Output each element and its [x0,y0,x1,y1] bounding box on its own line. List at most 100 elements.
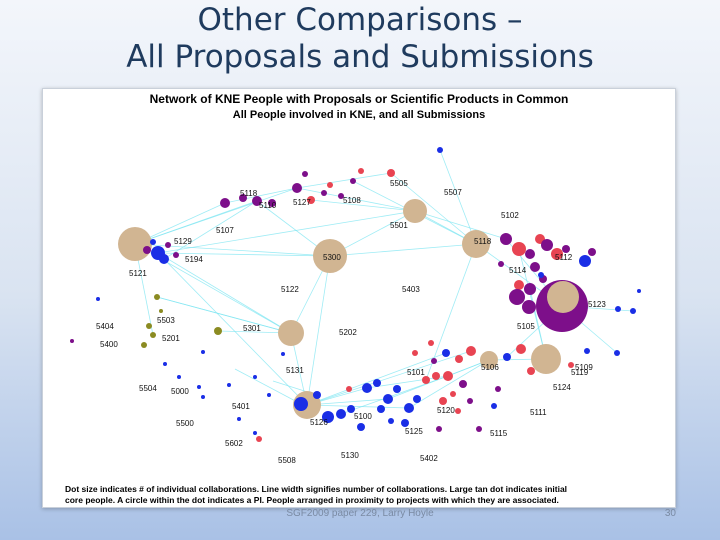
person-dot [637,289,641,293]
project-label: 5125 [405,427,423,436]
person-dot [432,372,440,380]
project-label: 5404 [96,322,114,331]
person-dot [197,385,201,389]
person-dot [514,280,524,290]
person-dot [442,349,450,357]
person-dot [467,398,473,404]
project-label: 5118 [240,189,258,198]
person-dot [491,403,497,409]
person-dot [292,183,302,193]
person-dot [584,348,590,354]
collaboration-edge [234,368,302,405]
person-dot [143,246,151,254]
figure-caption-line-2: core people. A circle within the dot ind… [65,495,559,505]
project-label: 5194 [185,255,203,264]
core-person-dot [531,344,561,374]
project-label: 5503 [157,316,175,325]
person-dot [551,248,563,260]
core-person-dot [118,227,152,261]
person-dot [401,419,409,427]
figure-caption-line-1: Dot size indicates # of individual colla… [65,484,567,494]
person-dot [141,342,147,348]
person-dot [220,198,230,208]
person-dot [431,358,437,364]
person-dot [214,327,222,335]
person-dot [256,436,262,442]
person-dot [302,171,308,177]
person-dot [437,147,443,153]
project-label: 5508 [278,456,296,465]
collaboration-edge [408,359,490,409]
project-label: 5115 [490,429,508,438]
network-diagram: Network of KNE People with Proposals or … [65,92,641,505]
project-label: 5119 [571,368,589,377]
project-label: 5507 [444,188,462,197]
person-dot [163,362,167,366]
person-dot [150,239,156,245]
collaboration-edge [306,404,410,409]
core-person-dot [547,281,579,313]
collaboration-edge [134,187,298,245]
collaboration-edge [296,187,416,212]
project-label: 5301 [243,324,261,333]
project-label: 5101 [407,368,425,377]
person-dot [267,393,271,397]
person-dot [455,355,463,363]
collaboration-edge [340,375,449,415]
network-figure: Network of KNE People with Proposals or … [42,88,676,508]
person-dot [321,190,327,196]
person-dot [327,182,333,188]
person-dot [253,431,257,435]
person-dot [281,352,285,356]
person-dot [579,255,591,267]
project-label: 5602 [225,439,243,448]
core-person-dot [313,239,347,273]
figure-title-line-1: Network of KNE People with Proposals or … [150,92,569,106]
collaboration-edge [224,187,298,204]
project-label: 5129 [174,237,192,246]
slide-title-line-1: Other Comparisons – [197,2,523,38]
person-dot [615,306,621,312]
person-dot [439,397,447,405]
person-dot [336,409,346,419]
project-label: 5105 [517,322,535,331]
person-dot [268,199,276,207]
person-dot [422,376,430,384]
person-dot [522,300,536,314]
person-dot [346,386,352,392]
person-dot [357,423,365,431]
project-label: 5102 [501,211,519,220]
person-dot [383,394,393,404]
project-label: 5300 [323,253,341,262]
person-dot [173,252,179,258]
project-label: 5120 [437,406,455,415]
person-dot [338,193,344,199]
project-label: 5118 [474,237,492,246]
person-dot [538,272,544,278]
person-dot [146,323,152,329]
person-dot [393,385,401,393]
person-dot [347,405,355,413]
project-label: 5400 [100,340,118,349]
person-dot [630,308,636,314]
project-label: 5202 [339,328,357,337]
collaboration-edge [414,210,507,240]
person-dot [227,383,231,387]
project-label: 5108 [343,196,361,205]
person-dot [614,350,620,356]
person-dot [436,426,442,432]
person-dot [165,242,171,248]
person-dot [498,261,504,267]
page-number: 30 [664,508,676,519]
person-dot [96,297,100,301]
project-label: 5122 [281,285,299,294]
person-dot [412,350,418,356]
collaboration-edge [439,149,477,245]
person-dot [443,371,453,381]
collaboration-edge [296,172,392,189]
person-dot [201,395,205,399]
person-dot [358,168,364,174]
person-dot [413,395,421,403]
person-dot [476,426,482,432]
